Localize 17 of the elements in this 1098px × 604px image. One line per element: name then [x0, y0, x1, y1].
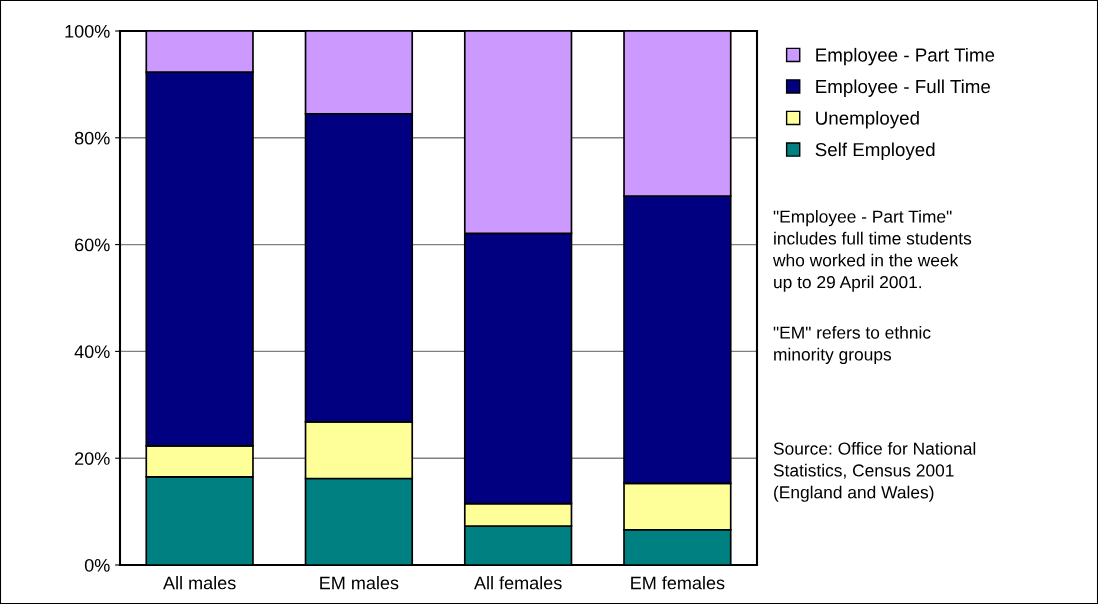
x-tick-label: All females	[474, 576, 562, 590]
text: "Employee - Part Time" includes full time students who worked in the week up to 29 April 2001.	[772, 210, 972, 292]
y-tick-label: 100%	[65, 24, 110, 38]
legend-label: Unemployed	[816, 110, 919, 129]
x-tick-label: EM males	[320, 576, 399, 590]
x-tick-label: All males	[163, 576, 236, 590]
legend-label: Employee - Full Time	[816, 79, 990, 97]
source-note: Source: Office for National Statistics, Census 2001 (England and Wales)	[773, 442, 976, 502]
y-tick-label: 60%	[75, 238, 110, 252]
legend-label: Self Employed	[815, 142, 935, 160]
text: "EM" refers to ethnic minority groups	[773, 326, 931, 365]
x-tick-label: EM females	[631, 576, 725, 590]
y-tick-label: 80%	[74, 131, 110, 145]
y-tick-label: 40%	[74, 345, 110, 359]
legend-label: Employee - Part Time	[816, 47, 995, 66]
y-tick-label: 0%	[84, 558, 110, 572]
y-tick-label: 20%	[75, 452, 110, 465]
